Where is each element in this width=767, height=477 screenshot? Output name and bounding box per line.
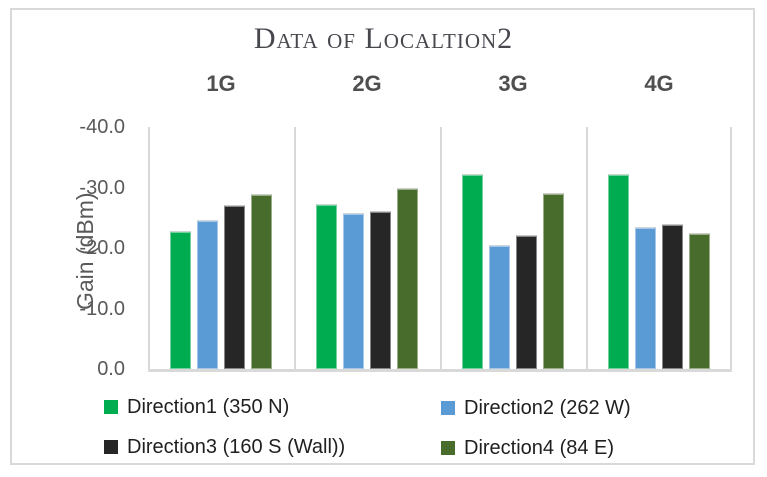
legend-label: Direction3 (160 S (Wall)): [127, 436, 346, 458]
bar-direction1-4g: [608, 174, 629, 369]
bar-direction2-4g: [635, 227, 656, 369]
bar-direction4-4g: [689, 233, 710, 369]
bar-direction1-2g: [316, 204, 337, 369]
panel-separator: [586, 127, 588, 369]
bar-direction3-4g: [662, 224, 683, 369]
bar-direction1-3g: [462, 174, 483, 369]
panel-4g: [586, 127, 732, 369]
legend-swatch-direction2: [441, 401, 455, 415]
panel-separator: [294, 127, 296, 369]
bar-direction2-3g: [489, 245, 510, 369]
panel-separator: [148, 127, 150, 369]
panel-separator: [440, 127, 442, 369]
bar-direction4-1g: [251, 194, 272, 369]
chart-title: Data of Localtion2: [253, 22, 514, 55]
legend-swatch-direction1: [104, 400, 118, 414]
plot-area: [148, 127, 732, 372]
bar-direction2-2g: [343, 213, 364, 369]
legend-item-direction3: Direction3 (160 S (Wall)): [104, 436, 345, 458]
panel-1g: [148, 127, 294, 369]
category-label-1g: 1G: [206, 71, 236, 96]
legend-label: Direction2 (262 W): [464, 397, 631, 419]
y-axis-tick-label: -40.0: [79, 116, 125, 138]
panel-2g: [294, 127, 440, 369]
x-axis-line: [148, 369, 732, 372]
legend-item-direction4: Direction4 (84 E): [441, 437, 614, 459]
bar-direction3-2g: [370, 211, 391, 369]
category-labels-row: 1G 2G 3G 4G: [148, 70, 732, 98]
y-axis-tick-label: -30.0: [79, 176, 125, 199]
legend-swatch-direction3: [104, 440, 118, 454]
bar-direction2-1g: [197, 220, 218, 369]
legend-item-direction2: Direction2 (262 W): [441, 397, 631, 419]
legend-label: Direction1 (350 N): [127, 396, 290, 418]
category-label-2g: 2G: [352, 71, 382, 96]
bar-direction3-3g: [516, 235, 537, 369]
bar-direction4-3g: [543, 193, 564, 369]
panel-separator: [730, 127, 732, 369]
legend-swatch-direction4: [441, 441, 455, 455]
bar-direction1-1g: [170, 231, 191, 369]
category-label-4g: 4G: [644, 71, 674, 96]
y-axis-tick-label: -10.0: [79, 297, 125, 320]
category-label-3g: 3G: [498, 71, 528, 96]
legend-item-direction1: Direction1 (350 N): [104, 396, 289, 418]
y-axis-tick-label: 0.0: [97, 358, 125, 380]
y-axis-tick-label: -20.0: [79, 237, 125, 259]
panel-3g: [440, 127, 586, 369]
legend-label: Direction4 (84 E): [464, 437, 615, 459]
bar-direction4-2g: [397, 188, 418, 369]
bar-direction3-1g: [224, 205, 245, 369]
